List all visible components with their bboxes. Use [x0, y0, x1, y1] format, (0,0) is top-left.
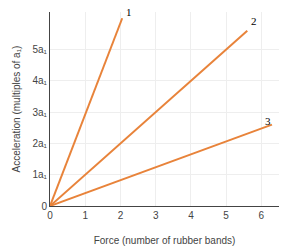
svg-text:2a₁: 2a₁ — [33, 138, 48, 149]
svg-text:5: 5 — [223, 210, 229, 221]
svg-text:1: 1 — [82, 210, 88, 221]
svg-text:3: 3 — [153, 210, 159, 221]
svg-text:0: 0 — [41, 201, 47, 212]
svg-text:Force (number of rubber bands): Force (number of rubber bands) — [94, 235, 236, 246]
svg-text:1: 1 — [126, 6, 132, 18]
svg-text:2: 2 — [118, 210, 124, 221]
svg-text:2: 2 — [251, 15, 257, 27]
svg-text:0: 0 — [47, 210, 53, 221]
svg-text:6: 6 — [259, 210, 265, 221]
svg-text:1a₁: 1a₁ — [33, 169, 48, 180]
svg-text:4a₁: 4a₁ — [33, 75, 48, 86]
svg-text:5a₁: 5a₁ — [33, 44, 48, 55]
svg-text:3a₁: 3a₁ — [33, 107, 48, 118]
svg-text:4: 4 — [188, 210, 194, 221]
svg-text:3: 3 — [265, 115, 271, 127]
svg-text:Acceleration (multiples of a₁): Acceleration (multiples of a₁) — [11, 46, 22, 173]
